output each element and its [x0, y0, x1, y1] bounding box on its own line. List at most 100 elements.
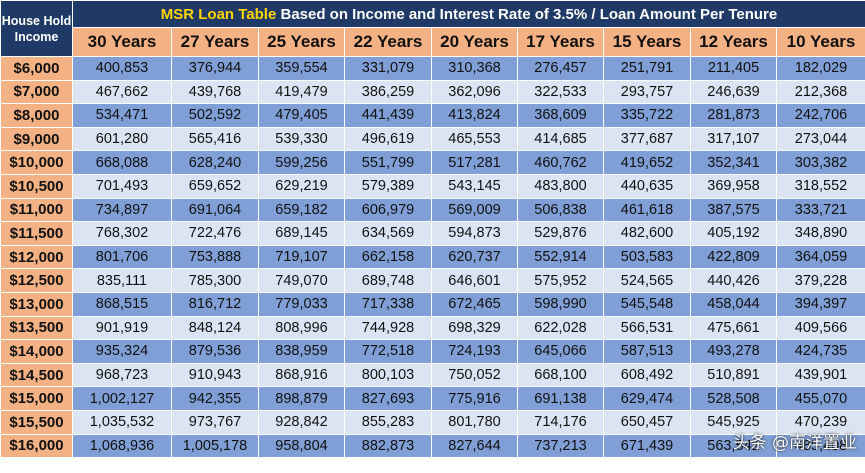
- table-row: $14,000 935,324 879,536 838,959 772,518 724,1…: [0, 339, 865, 364]
- loan-amount-cell: 303,382: [775, 150, 865, 175]
- loan-amount-cell: 775,916: [431, 386, 518, 411]
- loan-amount-cell: 1,002,127: [72, 386, 172, 411]
- loan-amount-cell: 479,405: [258, 103, 345, 128]
- loan-amount-cell: 405,192: [690, 221, 777, 246]
- loan-amount-cell: 335,722: [603, 103, 691, 128]
- income-cell: $10,500: [0, 173, 73, 199]
- tenure-header-row: 30 Years 27 Years 25 Years 22 Years 20 Years…: [1, 27, 865, 57]
- loan-amount-cell: 440,426: [690, 268, 777, 293]
- loan-amount-cell: 968,723: [72, 362, 172, 388]
- tenure-header: 30 Years: [72, 27, 172, 57]
- loan-amount-cell: 629,474: [603, 386, 691, 411]
- loan-amount-cell: 628,240: [171, 150, 259, 175]
- loan-amount-cell: 368,609: [517, 103, 604, 128]
- loan-amount-cell: 668,088: [72, 150, 172, 175]
- loan-amount-cell: 816,712: [171, 291, 259, 317]
- loan-amount-cell: 318,552: [775, 173, 865, 199]
- income-cell: $8,000: [0, 103, 73, 128]
- loan-amount-cell: 901,919: [72, 315, 172, 341]
- loan-amount-cell: 691,064: [171, 197, 259, 223]
- loan-amount-cell: 801,706: [72, 244, 172, 270]
- loan-amount-cell: 942,355: [171, 386, 259, 411]
- loan-amount-cell: 808,996: [258, 315, 345, 341]
- table-row: $13,500 901,919 848,124 808,996 744,928 698,3…: [0, 315, 865, 341]
- loan-amount-cell: 281,873: [690, 103, 777, 128]
- loan-amount-cell: 768,302: [72, 221, 172, 246]
- loan-amount-cell: 662,158: [344, 244, 432, 270]
- msr-loan-table: House Hold Income MSR Loan Table Based o…: [0, 0, 865, 459]
- loan-amount-cell: 413,824: [431, 103, 518, 128]
- table-row: $7,000 467,662 439,768 419,479 386,259 362,09…: [0, 79, 865, 105]
- loan-amount-cell: 458,044: [690, 291, 777, 317]
- loan-amount-cell: 455,070: [775, 386, 865, 411]
- loan-amount-cell: 672,465: [431, 291, 518, 317]
- loan-amount-cell: 629,219: [258, 173, 345, 199]
- table-row: $10,500 701,493 659,652 629,219 579,389 543,1…: [0, 173, 865, 199]
- loan-amount-cell: 579,389: [344, 173, 432, 199]
- income-cell: $16,000: [0, 433, 73, 459]
- loan-amount-cell: 827,693: [344, 386, 432, 411]
- table-row: $11,500 768,302 722,476 689,145 634,569 594,8…: [0, 221, 865, 246]
- loan-amount-cell: 620,737: [431, 244, 518, 270]
- loan-amount-cell: 598,990: [517, 291, 604, 317]
- loan-amount-cell: 517,281: [431, 150, 518, 175]
- loan-amount-cell: 211,405: [690, 56, 777, 81]
- loan-amount-cell: 1,005,178: [171, 433, 259, 459]
- loan-amount-cell: 838,959: [258, 339, 345, 364]
- table-row: $15,000 1,002,127 942,355 898,879 827,693 775…: [0, 386, 865, 411]
- income-cell: $13,000: [0, 291, 73, 317]
- loan-amount-cell: 376,944: [171, 56, 259, 81]
- table-title: MSR Loan Table Based on Income and Inter…: [71, 0, 865, 28]
- table-row: $15,500 1,035,532 973,767 928,842 855,283 801…: [0, 409, 865, 435]
- loan-amount-cell: 785,300: [171, 268, 259, 293]
- loan-amount-cell: 749,070: [258, 268, 345, 293]
- loan-amount-cell: 689,748: [344, 268, 432, 293]
- loan-amount-cell: 317,107: [690, 126, 777, 152]
- household-income-header: House Hold Income: [0, 0, 73, 57]
- loan-amount-cell: 1,068,936: [72, 433, 172, 459]
- loan-amount-cell: 750,052: [431, 362, 518, 388]
- loan-amount-cell: 772,518: [344, 339, 432, 364]
- loan-amount-cell: 835,111: [72, 268, 172, 293]
- table-row: $11,000 734,897 691,064 659,182 606,979 569,0…: [0, 197, 865, 223]
- income-cell: $9,000: [0, 126, 73, 152]
- loan-amount-cell: 724,193: [431, 339, 518, 364]
- loan-amount-cell: 606,979: [344, 197, 432, 223]
- loan-amount-cell: 671,439: [603, 433, 691, 459]
- loan-amount-cell: 439,901: [775, 362, 865, 388]
- loan-amount-cell: 322,533: [517, 79, 604, 105]
- loan-amount-cell: 387,575: [690, 197, 777, 223]
- loan-amount-cell: 369,958: [690, 173, 777, 199]
- loan-amount-cell: 352,341: [690, 150, 777, 175]
- loan-amount-cell: 348,890: [775, 221, 865, 246]
- tenure-header: 10 Years: [775, 27, 865, 57]
- loan-amount-cell: 400,853: [72, 56, 172, 81]
- loan-amount-cell: 502,592: [171, 103, 259, 128]
- loan-amount-cell: 467,662: [72, 79, 172, 105]
- loan-amount-cell: 734,897: [72, 197, 172, 223]
- loan-amount-cell: 441,439: [344, 103, 432, 128]
- loan-amount-cell: 461,618: [603, 197, 691, 223]
- income-cell: $11,000: [0, 197, 73, 223]
- loan-amount-cell: 293,757: [603, 79, 691, 105]
- income-cell: $13,500: [0, 315, 73, 341]
- loan-amount-cell: 482,600: [603, 221, 691, 246]
- loan-amount-cell: 182,029: [775, 56, 865, 81]
- loan-amount-cell: 424,735: [775, 339, 865, 364]
- income-cell: $15,000: [0, 386, 73, 411]
- loan-amount-cell: 563,542: [690, 433, 777, 459]
- loan-amount-cell: 898,879: [258, 386, 345, 411]
- loan-amount-cell: 333,721: [775, 197, 865, 223]
- loan-amount-cell: 528,508: [690, 386, 777, 411]
- table-row: $12,000 801,706 753,888 719,107 662,158 620,7…: [0, 244, 865, 270]
- tenure-header: 15 Years: [603, 27, 691, 57]
- income-cell: $11,500: [0, 221, 73, 246]
- loan-amount-cell: 958,804: [258, 433, 345, 459]
- loan-amount-cell: 575,952: [517, 268, 604, 293]
- tenure-header: 12 Years: [690, 27, 777, 57]
- loan-amount-cell: 719,107: [258, 244, 345, 270]
- loan-amount-cell: 717,338: [344, 291, 432, 317]
- loan-amount-cell: 910,943: [171, 362, 259, 388]
- loan-amount-cell: 668,100: [517, 362, 604, 388]
